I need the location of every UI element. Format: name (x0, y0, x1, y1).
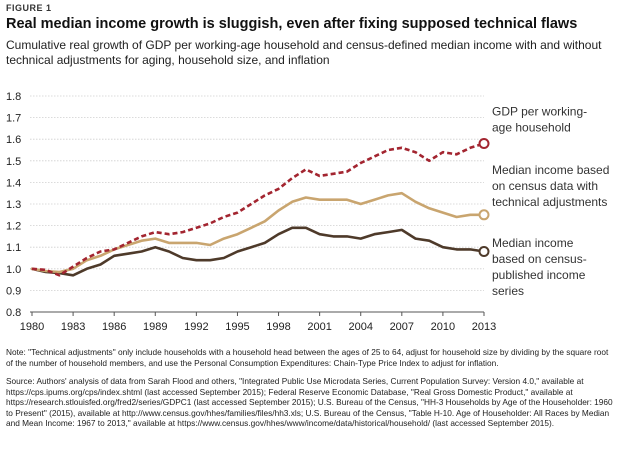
chart-subtitle: Cumulative real growth of GDP per workin… (6, 38, 602, 67)
x-tick-label: 1989 (143, 321, 167, 333)
end-markers (478, 138, 490, 258)
series-line (30, 226, 486, 277)
series-end-marker (478, 246, 490, 258)
y-tick-label: 0.9 (6, 285, 21, 297)
y-tick-label: 1.6 (6, 134, 21, 146)
line-chart: 0.80.91.01.11.21.31.41.51.61.71.8 1980 19… (6, 91, 609, 333)
x-tick-label: 2004 (348, 321, 372, 333)
series-end-marker (478, 138, 490, 150)
series-label: on census data with (492, 179, 598, 193)
series-line (30, 191, 486, 274)
x-tick-label: 2001 (307, 321, 331, 333)
y-tick-label: 1.8 (6, 91, 21, 103)
series-label: published income (492, 268, 586, 282)
x-tick-label: 1983 (61, 321, 85, 333)
y-tick-label: 0.8 (6, 307, 21, 319)
x-tick-label: 1995 (225, 321, 249, 333)
series-end-marker (478, 209, 490, 221)
series-label: series (492, 284, 524, 298)
y-tick-label: 1.5 (6, 156, 21, 168)
y-tick-label: 1.7 (6, 113, 21, 125)
x-tick-label: 1986 (102, 321, 126, 333)
y-tick-label: 1.2 (6, 221, 21, 233)
chart-title: Real median income growth is sluggish, e… (6, 16, 578, 32)
x-axis: 1980 1983 1986 1989 1992 1995 1998 2001 2004 2007… (20, 312, 496, 333)
series-label: based on census- (492, 252, 587, 266)
series-label: Median income based (492, 163, 609, 177)
y-tick-label: 1.4 (6, 177, 21, 189)
series-label: age household (492, 120, 571, 134)
source-text: Source: Authors' analysis of data from S… (6, 376, 614, 429)
y-tick-label: 1.1 (6, 242, 21, 254)
series-line (31, 142, 485, 277)
series-label: Median income (492, 236, 574, 250)
x-tick-label: 1992 (184, 321, 208, 333)
series-labels: GDP per working-age household Median inco… (488, 104, 609, 298)
x-tick-label: 2010 (431, 321, 455, 333)
note-text: Note: "Technical adjustments" only inclu… (6, 347, 614, 368)
series-label: GDP per working- (492, 104, 587, 118)
note-paragraph: Note: "Technical adjustments" only inclu… (6, 347, 609, 368)
series-lines (30, 142, 486, 277)
x-tick-label: 1980 (20, 321, 44, 333)
y-tick-label: 1.3 (6, 199, 21, 211)
source-paragraph: Source: Authors' analysis of data from S… (6, 376, 613, 429)
x-tick-label: 2007 (390, 321, 414, 333)
grid-lines (30, 95, 484, 313)
x-tick-label: 2013 (472, 321, 496, 333)
y-axis: 0.8 0.9 1.0 1.1 1.2 1.3 1.4 1.5 1.6 1.7 1.8 (6, 91, 21, 319)
series-label: technical adjustments (492, 195, 607, 209)
y-tick-label: 1.0 (6, 264, 21, 276)
figure-label: FIGURE 1 (6, 3, 52, 13)
x-tick-label: 1998 (266, 321, 290, 333)
